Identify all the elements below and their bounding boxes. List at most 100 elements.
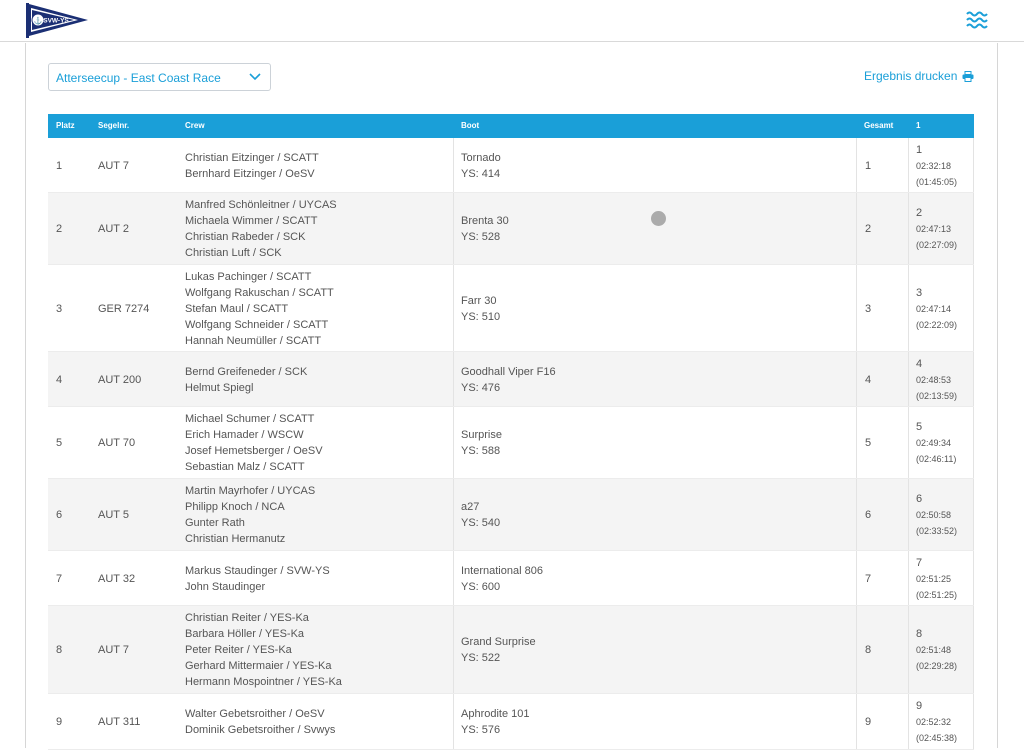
crew-cell: Lukas Pachinger / SCATT Wolfgang Rakuscha… xyxy=(185,269,334,349)
race-time: 02:32:18 xyxy=(916,160,952,171)
boat-name: Farr 30 xyxy=(461,294,497,307)
column-divider xyxy=(973,551,974,605)
svg-text:SVW-YS: SVW-YS xyxy=(43,18,69,25)
yardstick-value: YS: 476 xyxy=(461,381,501,394)
crew-member: Helmut Spiegl xyxy=(185,381,254,394)
column-divider xyxy=(453,265,454,351)
sail-number-cell: AUT 32 xyxy=(98,572,136,585)
race-time: 02:49:34 xyxy=(916,438,952,448)
race-corrected-time: (01:45:05) xyxy=(916,176,958,187)
mouse-cursor xyxy=(651,211,666,226)
race-1-cell: 1 02:32:18 (01:45:05) xyxy=(916,143,957,190)
total-cell: 4 xyxy=(865,373,872,386)
place-cell: 2 xyxy=(56,223,63,235)
race-select[interactable]: Atterseecup - East Coast Race xyxy=(48,63,271,91)
club-logo[interactable]: ⚓ SVW-YS xyxy=(26,3,90,38)
place-cell: 1 xyxy=(56,159,63,172)
svg-text:⚓: ⚓ xyxy=(34,16,43,25)
crew-cell: Christian Eitzinger / SCATT Bernhard Eitz… xyxy=(185,150,319,182)
sail-number-cell: AUT 70 xyxy=(98,437,136,449)
column-header-sail[interactable]: Segelnr. xyxy=(98,121,130,130)
boat-name: Goodhall Viper F16 xyxy=(461,365,556,378)
boat-name: a27 xyxy=(461,501,480,513)
column-divider xyxy=(908,479,909,550)
place-cell: 8 xyxy=(56,644,63,656)
crew-member: Sebastian Malz / SCATT xyxy=(185,461,305,473)
column-divider xyxy=(973,193,974,264)
crew-member: Michaela Wimmer / SCATT xyxy=(185,215,318,227)
race-corrected-time: (02:33:52) xyxy=(916,526,958,536)
race-1-cell: 8 02:51:48 (02:29:28) xyxy=(916,627,957,674)
column-header-total[interactable]: Gesamt xyxy=(864,121,894,130)
total-cell: 7 xyxy=(865,572,872,585)
race-1-cell: 7 02:51:25 (02:51:25) xyxy=(916,556,957,603)
table-row: 6 AUT 5 Martin Mayrhofer / UYCAS Philipp Kn… xyxy=(48,479,974,551)
crew-member: Dominik Gebetsroither / Svwys xyxy=(185,724,336,736)
crew-member: Erich Hamader / WSCW xyxy=(185,429,304,441)
column-divider xyxy=(908,551,909,605)
column-header-crew[interactable]: Crew xyxy=(185,121,205,130)
crew-member: Michael Schumer / SCATT xyxy=(185,413,315,425)
crew-member: Gunter Rath xyxy=(185,517,245,529)
race-place: 1 xyxy=(916,143,923,156)
yardstick-value: YS: 576 xyxy=(461,724,501,736)
yardstick-value: YS: 600 xyxy=(461,580,501,593)
total-cell: 5 xyxy=(865,437,872,449)
sail-number-cell: GER 7274 xyxy=(98,302,150,315)
race-place: 3 xyxy=(916,286,923,299)
boat-name: Grand Surprise xyxy=(461,636,536,648)
crew-member: Stefan Maul / SCATT xyxy=(185,302,289,315)
race-time: 02:51:48 xyxy=(916,645,952,655)
race-1-cell: 2 02:47:13 (02:27:09) xyxy=(916,206,957,253)
total-cell: 8 xyxy=(865,644,872,656)
table-row: 8 AUT 7 Christian Reiter / YES-Ka Barbara H… xyxy=(48,606,974,694)
column-divider xyxy=(453,352,454,406)
race-1-cell: 3 02:47:14 (02:22:09) xyxy=(916,286,957,333)
race-place: 2 xyxy=(916,207,923,219)
sail-number-cell: AUT 5 xyxy=(98,509,129,521)
yardstick-value: YS: 510 xyxy=(461,310,501,323)
chevron-down-icon xyxy=(249,73,261,81)
crew-cell: Martin Mayrhofer / UYCAS Philipp Knoch / … xyxy=(185,483,315,547)
race-corrected-time: (02:22:09) xyxy=(916,319,958,330)
race-place: 9 xyxy=(916,700,923,712)
column-header-place[interactable]: Platz xyxy=(56,121,75,130)
column-divider xyxy=(908,606,909,693)
column-divider xyxy=(856,265,857,351)
table-row: 1 AUT 7 Christian Eitzinger / SCATT Bernhar… xyxy=(48,138,974,193)
table-row: 9 AUT 311 Walter Gebetsroither / OeSV Domin… xyxy=(48,694,974,750)
yardstick-value: YS: 588 xyxy=(461,445,501,457)
print-results-link[interactable]: Ergebnis drucken xyxy=(864,69,974,83)
crew-cell: Manfred Schönleitner / UYCAS Michaela Wim… xyxy=(185,197,337,261)
menu-waves-icon[interactable] xyxy=(966,10,988,30)
column-header-boat[interactable]: Boot xyxy=(461,121,480,130)
boat-cell: a27 YS: 540 xyxy=(461,499,500,531)
crew-member: Hermann Mospointner / YES-Ka xyxy=(185,676,342,688)
race-corrected-time: (02:45:38) xyxy=(916,733,958,743)
sail-number-cell: AUT 311 xyxy=(98,716,141,728)
place-cell: 5 xyxy=(56,437,63,449)
race-1-cell: 5 02:49:34 (02:46:11) xyxy=(916,420,956,467)
boat-cell: International 806 YS: 600 xyxy=(461,563,543,595)
place-cell: 4 xyxy=(56,373,63,386)
total-cell: 1 xyxy=(865,159,872,172)
race-1-cell: 9 02:52:32 (02:45:38) xyxy=(916,699,957,746)
yardstick-value: YS: 522 xyxy=(461,652,501,664)
crew-member: Bernd Greifeneder / SCK xyxy=(185,365,308,378)
total-cell: 6 xyxy=(865,509,872,521)
column-divider xyxy=(453,694,454,749)
crew-cell: Markus Staudinger / SVW-YS John Staudinge… xyxy=(185,563,330,595)
race-place: 8 xyxy=(916,628,923,640)
column-divider xyxy=(856,694,857,749)
crew-member: Josef Hemetsberger / OeSV xyxy=(185,445,323,457)
crew-member: Wolfgang Rakuschan / SCATT xyxy=(185,286,334,299)
column-divider xyxy=(856,551,857,605)
yardstick-value: YS: 528 xyxy=(461,231,501,243)
column-divider xyxy=(856,193,857,264)
race-time: 02:52:32 xyxy=(916,717,952,727)
column-divider xyxy=(856,138,857,192)
place-cell: 9 xyxy=(56,716,63,728)
race-place: 6 xyxy=(916,493,923,505)
column-divider xyxy=(453,138,454,192)
column-header-race-1[interactable]: 1 xyxy=(916,121,921,130)
